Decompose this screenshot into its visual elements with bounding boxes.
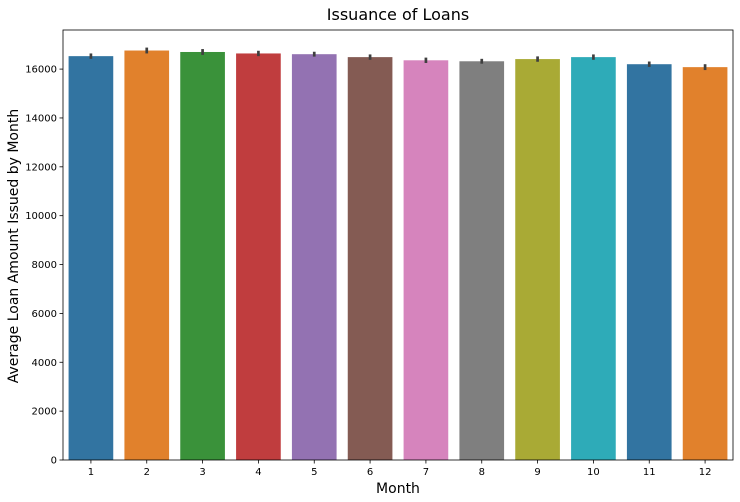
x-tick-label: 5 [311,467,317,478]
y-axis-title: Average Loan Amount Issued by Month [6,109,22,383]
x-axis-title: Month [376,481,420,497]
bar-month-9 [515,59,560,461]
bar-month-12 [682,67,728,461]
bar-month-1 [68,56,114,461]
bar-month-7 [403,60,449,460]
x-tick-label: 2 [144,467,150,478]
y-tick-label: 14000 [25,113,57,124]
bar-month-5 [291,54,337,460]
x-tick-label: 9 [534,467,540,478]
bar-month-10 [571,57,616,460]
bar-month-3 [180,51,225,460]
y-tick-label: 16000 [25,65,57,76]
x-tick-label: 7 [423,467,429,478]
y-tick-label: 10000 [25,211,57,222]
error-bars-group [89,47,707,71]
y-axis-ticks: 0 2000 4000 6000 8000 10000 12000 14000 16000 [25,65,63,467]
bar-month-2 [124,50,170,460]
y-tick-label: 2000 [32,407,57,418]
x-tick-label: 3 [199,467,205,478]
x-tick-label: 6 [367,467,373,478]
y-tick-label: 0 [51,456,57,467]
bar-month-11 [626,64,672,461]
x-tick-label: 12 [699,467,712,478]
bar-month-6 [347,57,393,460]
y-tick-label: 8000 [32,260,57,271]
plot-frame [62,29,734,461]
x-tick-label: 4 [255,467,261,478]
x-tick-label: 10 [587,467,600,478]
x-tick-label: 11 [643,467,656,478]
y-tick-label: 6000 [32,309,57,320]
x-tick-label: 8 [479,467,485,478]
x-tick-label: 1 [88,467,94,478]
x-axis-ticks: 1 2 3 4 5 6 7 8 9 10 11 12 [88,460,712,478]
chart-title: Issuance of Loans [327,5,469,24]
bar-month-8 [459,61,505,460]
y-tick-label: 4000 [32,358,57,369]
bars-group [68,50,728,461]
y-tick-label: 12000 [25,162,57,173]
bar-month-4 [236,53,281,461]
